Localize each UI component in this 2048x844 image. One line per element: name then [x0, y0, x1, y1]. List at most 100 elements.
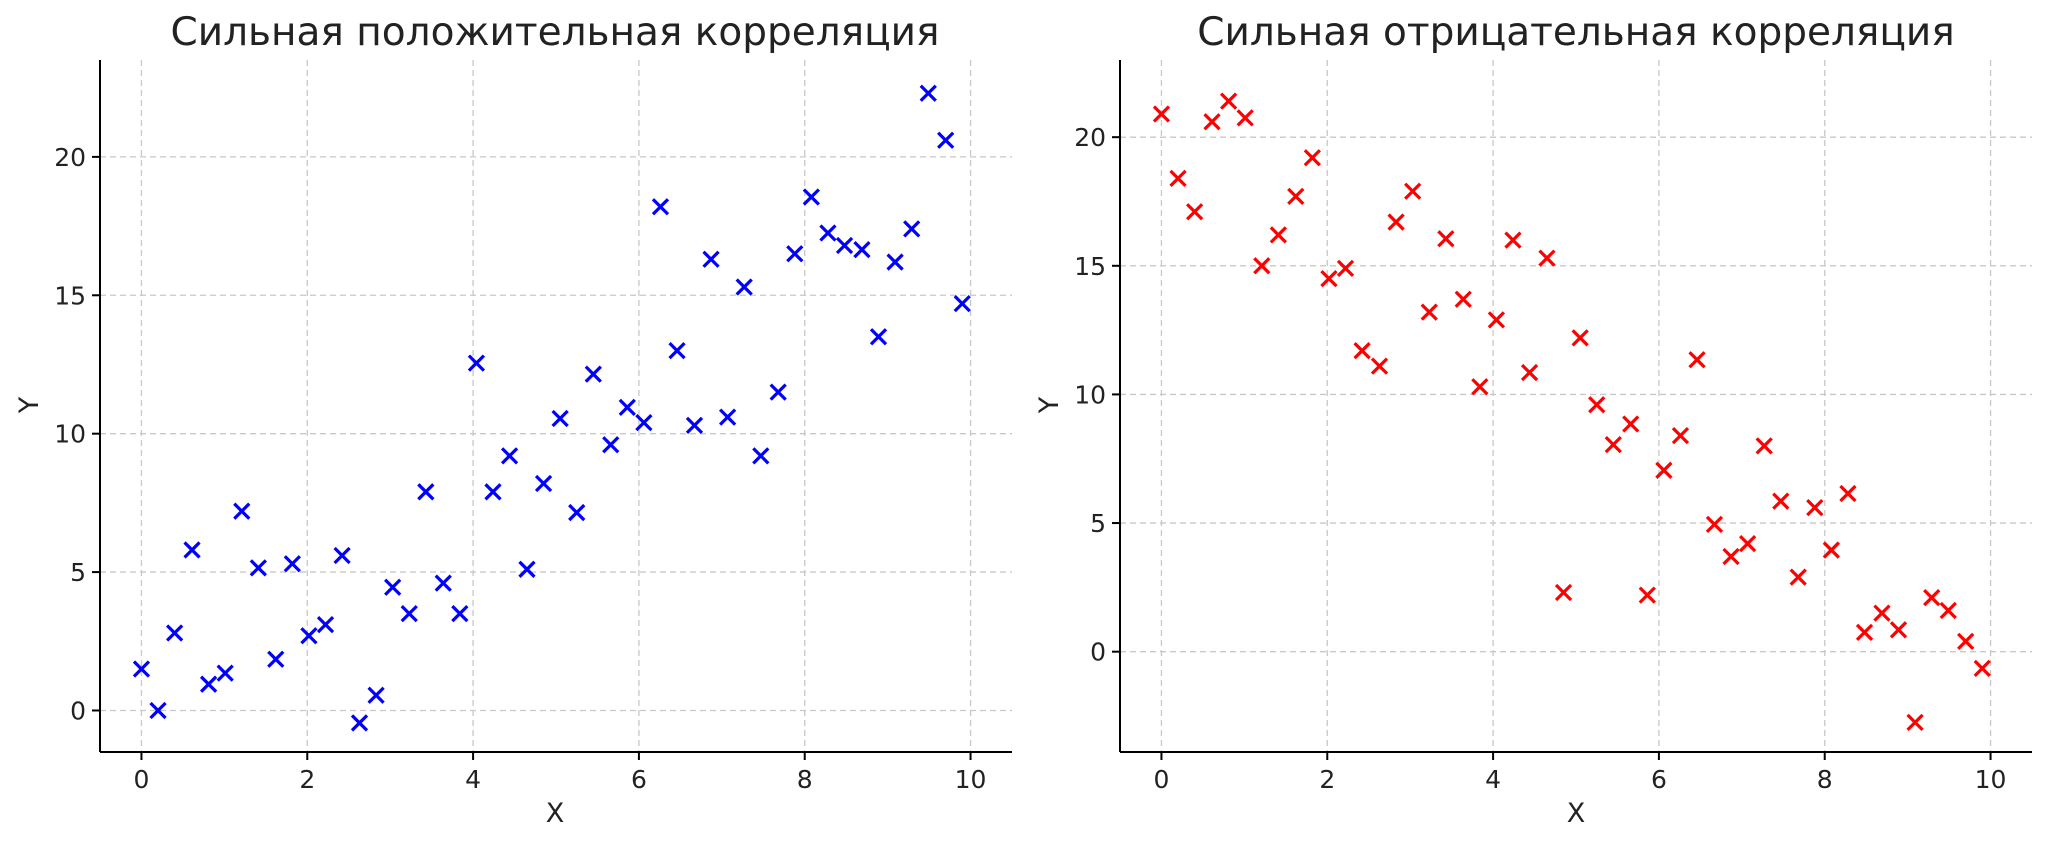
y-tick-label: 10 — [1074, 380, 1106, 409]
x-tick-label: 2 — [1319, 765, 1335, 794]
data-point — [1320, 270, 1338, 288]
data-point — [1387, 213, 1405, 231]
x-tick-label: 4 — [1485, 765, 1501, 794]
data-point — [1520, 363, 1539, 382]
x-tick-label: 10 — [1975, 765, 2007, 794]
data-point — [1923, 589, 1941, 607]
data-point — [199, 675, 218, 693]
data-point — [1939, 601, 1957, 620]
data-point — [1957, 632, 1975, 651]
data-point — [1336, 259, 1355, 278]
data-point — [451, 604, 469, 623]
data-point — [1420, 303, 1438, 321]
data-point — [333, 546, 351, 565]
data-point — [233, 502, 251, 520]
data-point — [400, 604, 418, 623]
chart-title: Сильная положительная корреляция — [171, 10, 940, 55]
y-tick-label: 15 — [1074, 252, 1106, 281]
data-point — [651, 198, 670, 216]
data-point — [869, 328, 888, 346]
data-point — [1169, 169, 1187, 187]
data-point — [518, 560, 536, 578]
data-point — [500, 447, 519, 465]
data-point — [919, 84, 937, 102]
data-point — [1671, 426, 1690, 445]
data-point — [668, 342, 686, 360]
data-point — [216, 664, 234, 682]
data-point — [685, 416, 704, 435]
x-tick-label: 6 — [1651, 765, 1667, 794]
data-point — [1487, 311, 1506, 329]
y-tick-label: 20 — [54, 143, 86, 172]
data-point — [1855, 623, 1874, 642]
data-point — [786, 245, 804, 263]
data-point — [1303, 149, 1321, 167]
data-point — [249, 559, 267, 577]
data-point — [417, 483, 435, 501]
data-point — [1253, 257, 1271, 275]
y-tick-label: 0 — [70, 696, 86, 725]
data-point — [1353, 342, 1371, 360]
data-point — [551, 409, 569, 428]
chart-positive-correlation: 0 2 4 6 8 10 0 5 10 15 20 Сильная положительная ко… — [14, 10, 1012, 829]
data-point — [735, 278, 753, 296]
data-point — [1789, 568, 1807, 586]
data-point — [1722, 547, 1740, 566]
x-tick-label: 0 — [134, 765, 150, 794]
x-tick-label: 10 — [955, 765, 987, 794]
data-point — [1471, 378, 1489, 396]
data-point — [718, 408, 737, 426]
grid — [1120, 60, 2032, 752]
data-point — [1203, 113, 1221, 131]
x-tick-label: 0 — [1154, 765, 1170, 794]
data-point — [132, 660, 151, 678]
x-tick-label: 6 — [631, 765, 647, 794]
data-point — [350, 714, 369, 732]
data-point — [1604, 435, 1622, 454]
data-point — [1738, 534, 1757, 553]
axes: 0 2 4 6 8 10 0 5 10 15 20 — [1074, 60, 2032, 794]
y-tick-label: 15 — [54, 281, 86, 310]
scatter-points — [132, 84, 971, 732]
data-point — [316, 616, 335, 634]
data-point — [1538, 249, 1556, 267]
data-point — [1185, 203, 1204, 221]
data-point — [1269, 226, 1287, 244]
x-tick-label: 8 — [1817, 765, 1833, 794]
y-axis-label: Y — [1034, 396, 1065, 414]
data-point — [1571, 329, 1589, 347]
data-point — [802, 188, 820, 206]
y-tick-label: 20 — [1074, 123, 1106, 152]
x-axis-label: X — [1567, 798, 1586, 829]
x-tick-label: 8 — [797, 765, 813, 794]
data-point — [267, 650, 285, 668]
data-point — [484, 483, 502, 501]
data-point — [769, 383, 787, 401]
data-point — [1152, 105, 1171, 123]
data-point — [1437, 230, 1455, 248]
chart-negative-correlation: 0 2 4 6 8 10 0 5 10 15 20 Сильная отрицательная ко… — [1034, 10, 2032, 829]
data-point — [1588, 396, 1606, 414]
data-point — [467, 354, 486, 372]
data-point — [1655, 461, 1673, 479]
data-point — [384, 578, 402, 596]
data-point — [584, 365, 602, 383]
data-point — [702, 250, 720, 268]
scatter-points — [1152, 92, 1991, 732]
y-tick-label: 10 — [54, 420, 86, 449]
data-point — [835, 236, 854, 255]
data-point — [1705, 515, 1724, 533]
data-point — [149, 701, 167, 720]
y-tick-label: 5 — [1090, 509, 1106, 538]
data-point — [1772, 492, 1790, 510]
x-axis-label: X — [546, 798, 565, 829]
data-point — [937, 131, 955, 149]
data-point — [1806, 498, 1824, 517]
data-point — [1839, 484, 1857, 503]
data-point — [1906, 713, 1924, 732]
data-point — [618, 398, 636, 417]
data-point — [886, 253, 904, 271]
data-point — [1638, 586, 1656, 604]
